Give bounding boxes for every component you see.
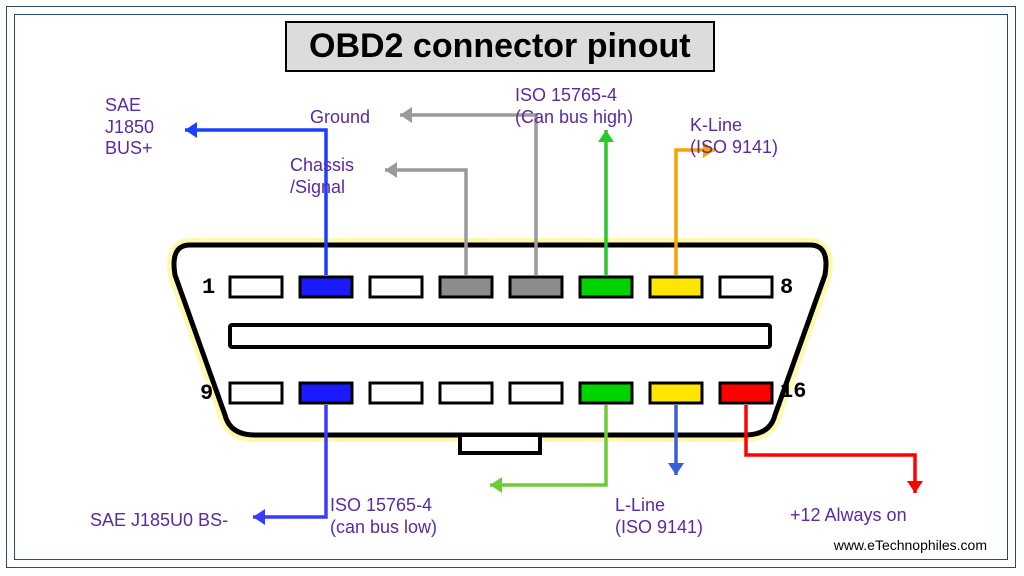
pin-15 (650, 383, 702, 403)
pin-6 (580, 277, 632, 297)
pin-1 (230, 277, 282, 297)
pinout-diagram (15, 15, 1009, 561)
label-l-line: L-Line (ISO 9141) (615, 495, 703, 538)
pin-7 (650, 277, 702, 297)
pin-3 (370, 277, 422, 297)
label-sae-bus-plus: SAE J1850 BUS+ (105, 95, 154, 160)
pin-11 (370, 383, 422, 403)
inner-frame: OBD2 connector pinout www.eTechnophiles.… (14, 14, 1008, 560)
pin-14 (580, 383, 632, 403)
pin-number-8: 8 (780, 275, 793, 300)
pin-2 (300, 277, 352, 297)
pin-12 (440, 383, 492, 403)
pin-9 (230, 383, 282, 403)
label-sae-bus-minus: SAE J185U0 BS- (90, 510, 228, 532)
pin-10 (300, 383, 352, 403)
label-k-line: K-Line (ISO 9141) (690, 115, 778, 158)
footer-attribution: www.eTechnophiles.com (834, 537, 987, 553)
pin-number-16: 16 (780, 379, 806, 404)
label-chassis-signal: Chassis /Signal (290, 155, 354, 198)
pin-number-9: 9 (200, 381, 213, 406)
label-12v: +12 Always on (790, 505, 907, 527)
pin-4 (440, 277, 492, 297)
label-can-high: ISO 15765-4 (Can bus high) (515, 85, 633, 128)
pin-16 (720, 383, 772, 403)
pin-8 (720, 277, 772, 297)
pin-number-1: 1 (202, 275, 215, 300)
label-can-low: ISO 15765-4 (can bus low) (330, 495, 437, 538)
label-ground: Ground (310, 107, 370, 129)
pin-5 (510, 277, 562, 297)
pin-13 (510, 383, 562, 403)
